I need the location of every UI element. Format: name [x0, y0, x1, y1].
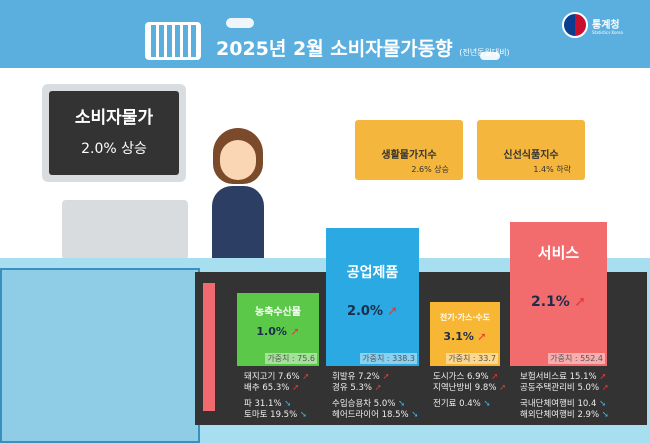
arrow-up-icon: ➚ [491, 372, 499, 382]
basket-label: 생활물가지수 [381, 150, 437, 161]
arrow-down-icon: ➘ [284, 399, 292, 409]
category-value: 1.0% [256, 325, 287, 338]
item-up: 휘발유 7.2% ➚ [332, 372, 390, 382]
category-weight: 가중치 : 75.6 [265, 353, 317, 364]
item-down: 토마토 19.5% ➘ [244, 410, 307, 420]
item-up: 공동주택관리비 5.0% ➚ [520, 383, 609, 393]
arrow-down-icon: ➘ [411, 410, 419, 420]
arrow-up-icon: ➚ [387, 304, 399, 319]
arrow-down-icon: ➘ [601, 410, 609, 420]
category-value: 2.1% [530, 294, 570, 310]
basket-living-index: 생활물가지수 2.6% 상승 [355, 120, 463, 180]
org-name: 통계청 [592, 20, 620, 31]
basket-label: 신선식품지수 [503, 150, 559, 161]
item-up: 돼지고기 7.6% ➚ [244, 372, 310, 382]
category-name: 공업제품 [346, 265, 399, 281]
header-band [0, 0, 650, 68]
arrow-up-icon: ➚ [374, 383, 382, 393]
arrow-up-icon: ➚ [290, 325, 300, 338]
category-name: 서비스 [537, 244, 580, 262]
category-weight: 가중치 : 552.4 [548, 353, 605, 364]
cloud-icon [226, 18, 254, 28]
cash-register [62, 200, 188, 260]
arrow-down-icon: ➘ [299, 410, 307, 420]
counter-front [0, 268, 200, 443]
arrow-up-icon: ➚ [599, 372, 607, 382]
arrow-up-icon: ➚ [302, 372, 310, 382]
register-monitor: 소비자물가 2.0% 상승 [42, 84, 186, 182]
subtitle: (전년동월대비) [459, 48, 510, 57]
item-up: 보험서비스료 15.1% ➚ [520, 372, 607, 382]
category-card: 공업제품 2.0% ➚ 가중치 : 338.3 [326, 228, 419, 366]
arrow-up-icon: ➚ [601, 383, 609, 393]
item-up: 배추 65.3% ➚ [244, 383, 300, 393]
arrow-down-icon: ➘ [483, 399, 491, 409]
item-up: 지역난방비 9.8% ➚ [433, 383, 507, 393]
arrow-up-icon: ➚ [477, 330, 487, 343]
category-weight: 가중치 : 33.7 [446, 353, 498, 364]
category-card: 농축수산물 1.0% ➚ 가중치 : 75.6 [237, 293, 319, 366]
basket-value: 2.6% 상승 [411, 165, 449, 174]
clerk-body [212, 186, 264, 258]
category-value: 2.0% [346, 304, 383, 319]
item-down: 전기료 0.4% ➘ [433, 399, 491, 409]
cpi-value: 2.0% 상승 [81, 141, 147, 157]
accent-bar [203, 283, 215, 411]
category-name: 전기·가스·수도 [439, 313, 491, 322]
item-up: 경유 5.3% ➚ [332, 383, 382, 393]
category-weight: 가중치 : 338.3 [360, 353, 417, 364]
basket-value: 1.4% 하락 [533, 165, 571, 174]
category-name: 농축수산물 [255, 307, 301, 318]
clerk-face [220, 140, 256, 180]
category-card: 서비스 2.1% ➚ 가중치 : 552.4 [510, 222, 607, 366]
item-down: 수입승용차 5.0% ➘ [332, 399, 406, 409]
category-card: 전기·가스·수도 3.1% ➚ 가중치 : 33.7 [430, 302, 500, 366]
arrow-down-icon: ➘ [398, 399, 406, 409]
basket-icon [145, 22, 201, 60]
cloud-icon [480, 52, 500, 60]
item-down: 헤어드라이어 18.5% ➘ [332, 410, 419, 420]
arrow-up-icon: ➚ [499, 383, 507, 393]
item-down: 국내단체여행비 10.4 ➘ [520, 399, 607, 409]
arrow-up-icon: ➚ [574, 294, 586, 310]
org-name-en: Statistics Korea [592, 30, 623, 35]
arrow-down-icon: ➘ [599, 399, 607, 409]
category-value: 3.1% [443, 330, 474, 343]
item-down: 파 31.1% ➘ [244, 399, 292, 409]
taegeuk-logo-icon [562, 12, 588, 38]
item-down: 해외단체여행비 2.9% ➘ [520, 410, 609, 420]
item-up: 도시가스 6.9% ➚ [433, 372, 499, 382]
cpi-label: 소비자물가 [74, 108, 154, 128]
basket-fresh-index: 신선식품지수 1.4% 하락 [477, 120, 585, 180]
arrow-up-icon: ➚ [382, 372, 390, 382]
page-title: 2025년 2월 소비자물가동향 (전년동월대비) [216, 38, 510, 60]
arrow-up-icon: ➚ [292, 383, 300, 393]
